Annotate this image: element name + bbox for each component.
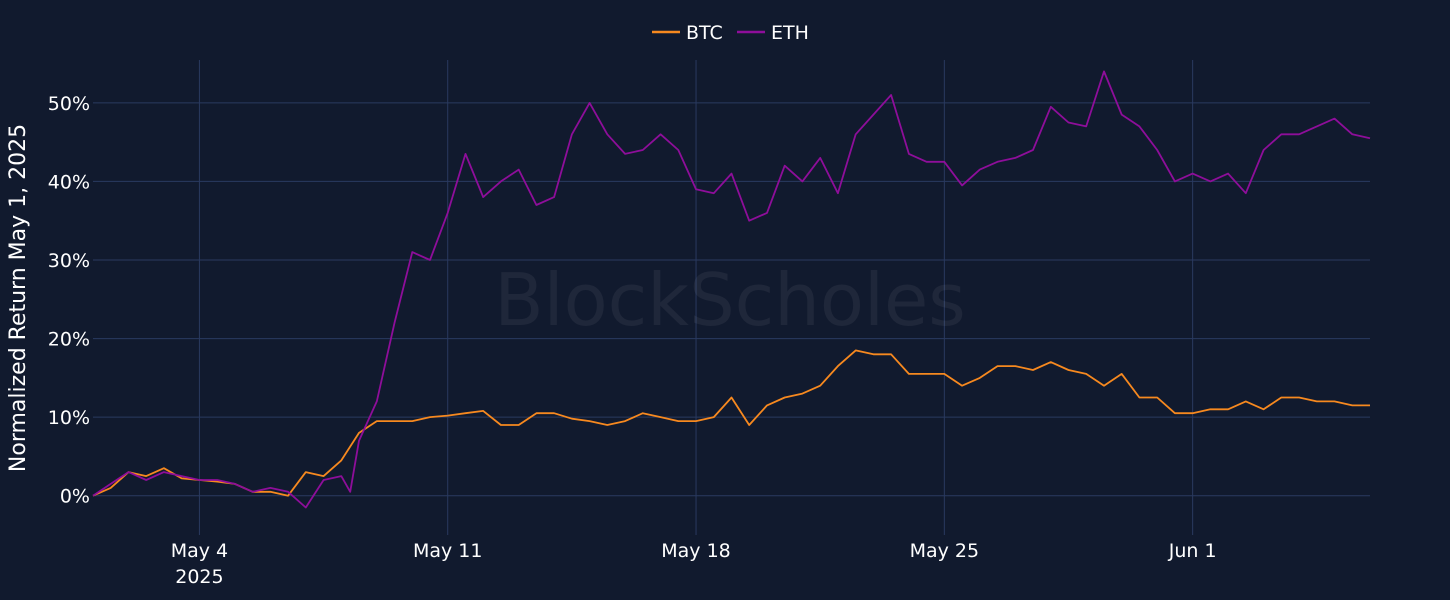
x-axis-ticks: May 4 2025 May 11 May 18 May 25 Jun 1 xyxy=(171,540,1217,588)
legend[interactable]: BTC ETH xyxy=(652,22,809,44)
y-tick-label: 50% xyxy=(48,93,90,115)
y-tick-label: 20% xyxy=(48,329,90,351)
legend-item-btc[interactable]: BTC xyxy=(652,22,723,44)
grid xyxy=(93,60,1370,535)
x-tick-sublabel: 2025 xyxy=(175,566,223,588)
legend-item-eth[interactable]: ETH xyxy=(737,22,809,44)
x-tick-label: May 25 xyxy=(910,540,980,562)
x-tick-label: Jun 1 xyxy=(1168,540,1217,562)
y-tick-label: 30% xyxy=(48,250,90,272)
watermark: BlockScholes xyxy=(494,258,966,342)
series-line-eth[interactable] xyxy=(92,70,1371,509)
x-tick-label: May 18 xyxy=(661,540,731,562)
y-axis-title: Normalized Return May 1, 2025 xyxy=(6,124,31,472)
y-tick-label: 0% xyxy=(60,486,90,508)
x-tick-label: May 11 xyxy=(413,540,483,562)
y-tick-label: 10% xyxy=(48,407,90,429)
series-group xyxy=(92,70,1371,509)
legend-label: BTC xyxy=(686,22,723,44)
y-axis-ticks: 0% 10% 20% 30% 40% 50% xyxy=(48,93,90,508)
y-tick-label: 40% xyxy=(48,171,90,193)
series-line-btc[interactable] xyxy=(92,349,1370,497)
x-tick-label: May 4 xyxy=(171,540,228,562)
legend-label: ETH xyxy=(771,22,809,44)
